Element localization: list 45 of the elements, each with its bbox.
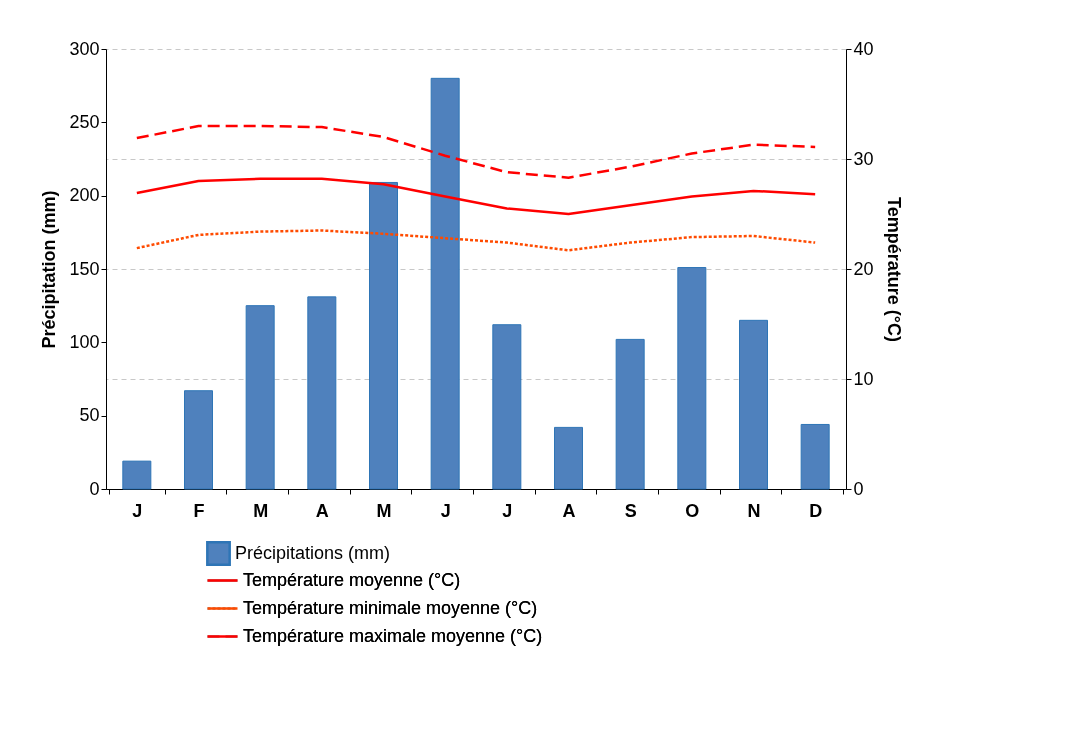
bar — [800, 423, 830, 490]
bar — [615, 338, 645, 490]
line-series — [135, 124, 817, 179]
x-tick-label: J — [502, 500, 513, 521]
y-tick-label: 150 — [69, 258, 100, 279]
y2-tick-label: 10 — [853, 368, 874, 389]
legend-label: Température maximale moyenne (°C) — [243, 625, 543, 646]
legend-label: Précipitations (mm) — [235, 542, 391, 563]
bar — [430, 77, 460, 490]
x-tick-label: M — [376, 500, 392, 521]
y-tick-label: 200 — [69, 185, 100, 206]
y2-tick-label: 20 — [853, 258, 874, 279]
y2-tick-label: 30 — [853, 148, 874, 169]
y-tick-label: 50 — [79, 405, 100, 426]
bar — [369, 181, 398, 490]
y2-axis-title: Température (°C) — [883, 197, 904, 342]
line-series — [135, 177, 817, 216]
bar — [677, 267, 707, 490]
line-series — [135, 229, 817, 252]
y2-tick-label: 0 — [853, 478, 864, 499]
x-tick-label: J — [440, 500, 451, 521]
bar — [307, 296, 337, 490]
x-tick-label: J — [132, 500, 143, 521]
bar — [554, 426, 583, 490]
x-tick-label: A — [315, 500, 329, 521]
x-tick-label: A — [562, 500, 576, 521]
x-tick-label: O — [685, 500, 700, 521]
legend-label: Température minimale moyenne (°C) — [243, 597, 538, 618]
legend-label: Température moyenne (°C) — [243, 569, 461, 590]
x-tick-label: F — [193, 500, 205, 521]
x-tick-label: M — [253, 500, 269, 521]
y-tick-label: 0 — [89, 478, 100, 499]
x-tick-label: N — [747, 500, 761, 521]
bar — [184, 390, 213, 490]
y2-tick-label: 40 — [853, 38, 874, 59]
y-tick-label: 100 — [69, 331, 100, 352]
y-tick-label: 300 — [69, 38, 100, 59]
bar — [122, 460, 152, 490]
y-tick-label: 250 — [69, 111, 100, 132]
bar — [739, 319, 768, 490]
x-tick-label: S — [624, 500, 637, 521]
x-tick-label: D — [809, 500, 823, 521]
bar — [245, 305, 275, 490]
bar — [492, 324, 522, 490]
y-axis-title: Précipitation (mm) — [39, 190, 60, 349]
